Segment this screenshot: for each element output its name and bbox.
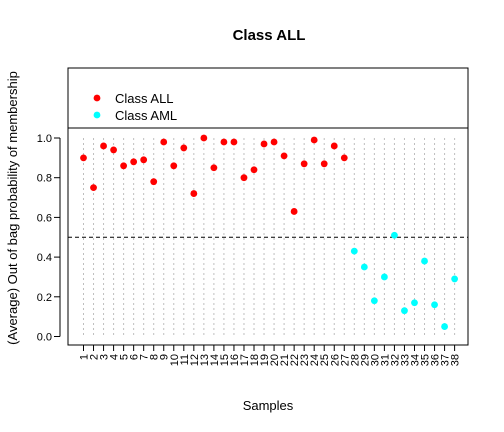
plot-frame (67, 127, 469, 346)
x-tick-label: 12 (189, 354, 201, 366)
point-all-25 (320, 160, 328, 168)
x-tick-label: 32 (389, 354, 401, 366)
point-all-9 (160, 138, 168, 146)
point-all-8 (150, 178, 158, 186)
x-tick-label: 24 (309, 354, 321, 366)
x-tick-label: 8 (149, 354, 161, 360)
x-tick-label: 1 (79, 354, 91, 360)
x-tick-label: 5 (119, 354, 131, 360)
x-tick-label: 34 (409, 354, 421, 366)
point-aml-38 (451, 275, 459, 283)
x-tick-label: 35 (420, 354, 432, 366)
x-axis: 1234567891011121314151617181920212223242… (79, 344, 462, 366)
point-all-19 (260, 140, 268, 148)
y-tick-label: 0.0 (37, 332, 52, 344)
point-all-4 (110, 146, 117, 154)
x-tick-label: 30 (369, 354, 381, 366)
x-tick-label: 23 (299, 354, 311, 366)
x-tick-label: 38 (450, 354, 462, 366)
x-tick-label: 4 (109, 354, 121, 360)
point-all-20 (270, 138, 278, 146)
y-axis: 0.0 0.2 0.4 0.6 0.8 1.0 (37, 133, 61, 344)
legend-marker-0 (93, 94, 101, 102)
legend: Class ALL Class AML (93, 91, 177, 123)
x-tick-label: 28 (349, 354, 361, 366)
x-tick-label: 20 (269, 354, 281, 366)
x-tick-label: 14 (209, 354, 221, 366)
point-aml-36 (431, 301, 438, 309)
x-tick-label: 37 (440, 354, 452, 366)
x-tick-label: 21 (279, 354, 291, 366)
point-all-13 (200, 134, 208, 142)
data-points (80, 134, 459, 330)
point-all-16 (230, 138, 238, 146)
point-aml-33 (401, 307, 408, 315)
y-tick-label: 0.4 (37, 252, 52, 264)
x-axis-label: Samples (243, 398, 294, 413)
point-all-11 (180, 144, 188, 152)
x-tick-label: 17 (239, 354, 251, 366)
legend-label-1: Class AML (115, 108, 177, 123)
point-all-22 (290, 208, 298, 215)
y-tick-label: 0.2 (37, 292, 52, 304)
x-tick-label: 27 (339, 354, 351, 366)
x-tick-label: 19 (259, 354, 271, 366)
point-aml-32 (391, 231, 398, 239)
point-aml-37 (441, 323, 448, 330)
x-tick-label: 22 (289, 354, 301, 366)
point-all-7 (140, 156, 148, 164)
x-tick-label: 10 (169, 354, 181, 366)
x-tick-label: 3 (99, 354, 111, 360)
y-tick-label: 1.0 (37, 133, 52, 145)
x-tick-label: 7 (139, 354, 151, 360)
point-all-27 (340, 154, 348, 162)
x-tick-label: 13 (199, 354, 211, 366)
x-tick-label: 11 (179, 354, 191, 365)
x-tick-label: 31 (379, 354, 391, 366)
chart-title: Class ALL (233, 27, 306, 44)
point-all-26 (330, 142, 338, 150)
x-tick-label: 36 (430, 354, 442, 366)
point-aml-35 (421, 257, 428, 265)
x-tick-label: 25 (319, 354, 331, 366)
point-all-10 (170, 162, 178, 170)
point-aml-31 (381, 273, 388, 281)
x-tick-label: 18 (249, 354, 261, 366)
y-axis-label: (Average) Out of bag probability of memb… (5, 71, 20, 345)
point-aml-29 (360, 263, 368, 271)
legend-label-0: Class ALL (115, 91, 174, 106)
y-tick-label: 0.6 (37, 212, 52, 224)
legend-marker-1 (93, 111, 101, 119)
point-all-3 (100, 142, 107, 150)
point-all-18 (250, 166, 258, 174)
x-tick-label: 9 (159, 354, 171, 360)
point-all-17 (240, 174, 248, 182)
point-all-5 (120, 162, 128, 170)
point-all-24 (310, 136, 318, 144)
point-all-12 (190, 190, 198, 197)
point-aml-34 (411, 299, 418, 307)
point-all-21 (280, 152, 288, 160)
x-tick-label: 6 (129, 354, 141, 360)
point-all-14 (210, 164, 218, 172)
point-aml-30 (370, 297, 378, 305)
point-all-6 (130, 158, 138, 166)
point-all-1 (80, 154, 87, 162)
x-tick-label: 15 (219, 354, 231, 366)
x-tick-label: 33 (399, 354, 411, 366)
x-tick-label: 26 (329, 354, 341, 366)
y-tick-label: 0.8 (37, 173, 52, 185)
x-tick-label: 29 (359, 354, 371, 366)
point-all-23 (300, 160, 308, 168)
x-tick-label: 2 (89, 354, 101, 360)
point-aml-28 (350, 247, 358, 255)
point-all-2 (90, 184, 97, 192)
point-all-15 (220, 138, 228, 146)
x-tick-label: 16 (229, 354, 241, 366)
